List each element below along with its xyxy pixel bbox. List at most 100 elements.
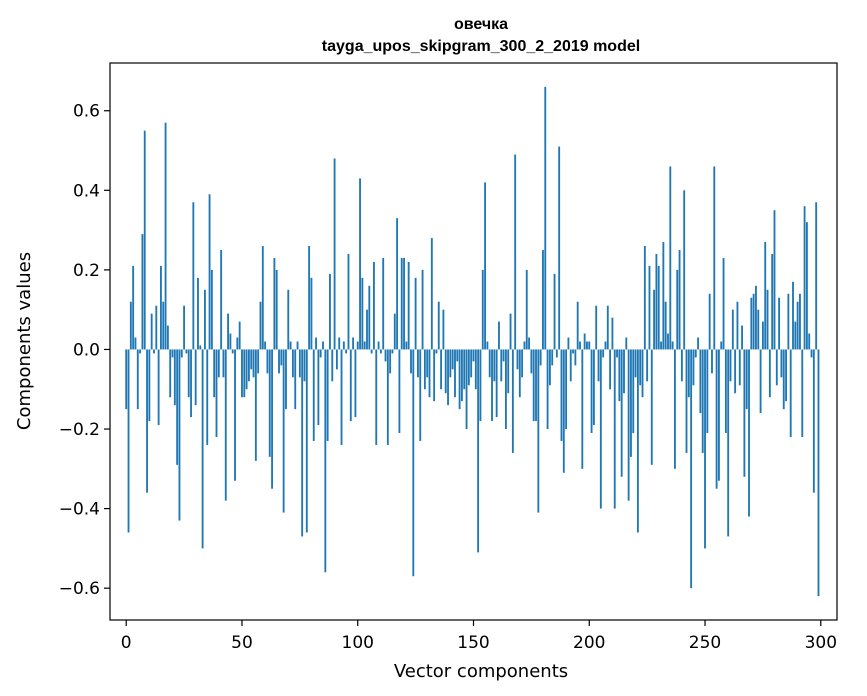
bar-7 bbox=[141, 234, 144, 350]
bar-86 bbox=[324, 349, 327, 573]
bar-123 bbox=[410, 349, 412, 374]
bar-299 bbox=[817, 349, 820, 597]
bar-66 bbox=[278, 349, 280, 374]
bar-1 bbox=[127, 349, 130, 533]
bar-15 bbox=[160, 265, 162, 350]
bar-166 bbox=[509, 313, 512, 350]
bar-19 bbox=[169, 349, 172, 398]
bar-136 bbox=[440, 349, 443, 390]
bar-6 bbox=[139, 349, 142, 354]
bar-10 bbox=[148, 349, 151, 422]
bar-203 bbox=[595, 305, 598, 350]
bar-series bbox=[125, 86, 820, 597]
bar-121 bbox=[405, 341, 408, 350]
bar-127 bbox=[419, 349, 422, 441]
bar-124 bbox=[412, 349, 415, 577]
bar-184 bbox=[551, 349, 554, 366]
bar-62 bbox=[268, 349, 271, 457]
bar-175 bbox=[530, 349, 533, 374]
bar-47 bbox=[234, 349, 236, 481]
y-axis-label: Components values bbox=[14, 252, 35, 430]
bar-181 bbox=[544, 86, 547, 350]
x-tick-label: 0 bbox=[121, 633, 132, 653]
bar-32 bbox=[199, 345, 202, 350]
bar-251 bbox=[706, 349, 709, 434]
bar-75 bbox=[298, 349, 301, 378]
bar-279 bbox=[771, 253, 774, 350]
bar-69 bbox=[285, 349, 287, 410]
y-tick-label: −0.4 bbox=[59, 500, 100, 520]
bar-134 bbox=[435, 349, 438, 354]
bar-157 bbox=[488, 349, 491, 378]
bar-50 bbox=[241, 349, 243, 398]
bar-236 bbox=[671, 341, 674, 350]
bar-111 bbox=[382, 257, 385, 350]
bar-192 bbox=[569, 349, 572, 382]
bar-240 bbox=[680, 349, 683, 382]
bar-193 bbox=[572, 349, 574, 354]
bar-80 bbox=[310, 277, 313, 350]
bar-205 bbox=[599, 349, 602, 509]
bar-98 bbox=[352, 337, 355, 350]
bar-96 bbox=[347, 253, 350, 350]
bar-199 bbox=[586, 341, 588, 350]
bar-214 bbox=[620, 349, 623, 477]
x-tick-label: 100 bbox=[342, 633, 374, 653]
bar-43 bbox=[224, 349, 227, 501]
bar-99 bbox=[354, 349, 357, 418]
bar-259 bbox=[724, 349, 727, 434]
bar-208 bbox=[606, 305, 609, 350]
bar-144 bbox=[458, 349, 461, 410]
y-tick-label: 0.4 bbox=[73, 181, 100, 201]
bar-91 bbox=[335, 349, 338, 370]
bar-145 bbox=[461, 349, 463, 402]
bar-286 bbox=[787, 293, 790, 350]
bar-28 bbox=[190, 349, 192, 418]
bar-46 bbox=[231, 349, 234, 354]
bar-18 bbox=[166, 325, 169, 350]
bar-13 bbox=[155, 305, 158, 350]
x-tick-label: 200 bbox=[573, 633, 605, 653]
bar-250 bbox=[704, 349, 706, 549]
bar-225 bbox=[646, 349, 649, 382]
bar-162 bbox=[500, 349, 503, 382]
bar-234 bbox=[667, 333, 669, 350]
bar-82 bbox=[315, 337, 317, 350]
bar-93 bbox=[340, 349, 343, 445]
bar-256 bbox=[717, 349, 720, 481]
bar-270 bbox=[750, 297, 753, 350]
bar-108 bbox=[375, 349, 378, 445]
bar-207 bbox=[604, 341, 607, 350]
bar-4 bbox=[134, 337, 137, 350]
bar-188 bbox=[560, 349, 563, 441]
bar-41 bbox=[220, 249, 223, 350]
bar-106 bbox=[370, 349, 373, 354]
bar-146 bbox=[463, 349, 466, 390]
bar-246 bbox=[694, 349, 697, 358]
bar-61 bbox=[266, 349, 269, 374]
bar-29 bbox=[192, 202, 195, 350]
bar-248 bbox=[699, 349, 702, 414]
bar-90 bbox=[333, 158, 336, 350]
bar-5 bbox=[136, 349, 139, 410]
bar-172 bbox=[523, 341, 526, 350]
bar-48 bbox=[236, 337, 239, 350]
bar-267 bbox=[743, 349, 746, 477]
bar-3 bbox=[132, 265, 135, 350]
bar-9 bbox=[146, 349, 148, 493]
bar-297 bbox=[812, 349, 815, 493]
bar-114 bbox=[389, 349, 392, 374]
bar-275 bbox=[761, 321, 764, 350]
bar-213 bbox=[618, 349, 621, 402]
bar-241 bbox=[683, 190, 686, 350]
bar-147 bbox=[465, 349, 468, 430]
bar-217 bbox=[627, 349, 630, 501]
bar-167 bbox=[511, 349, 514, 453]
bar-51 bbox=[243, 349, 246, 398]
bar-202 bbox=[592, 349, 595, 426]
bar-113 bbox=[386, 349, 389, 445]
bar-278 bbox=[768, 349, 771, 398]
bar-38 bbox=[213, 349, 216, 398]
bar-155 bbox=[484, 182, 486, 350]
bar-77 bbox=[303, 349, 306, 382]
